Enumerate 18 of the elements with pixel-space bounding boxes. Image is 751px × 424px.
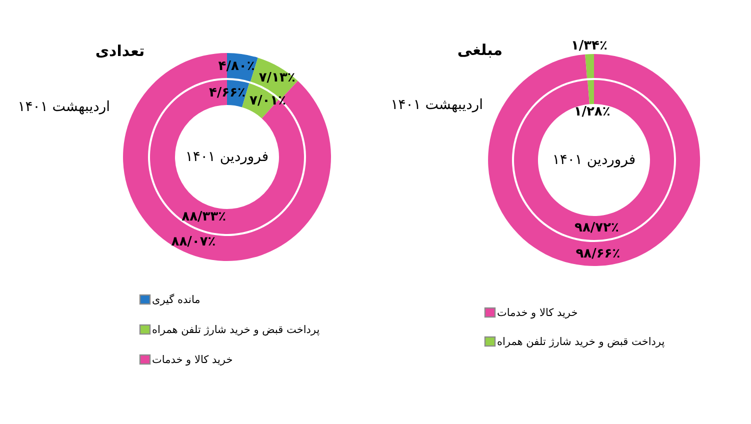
data-label: ۷/۱۳٪ [258,70,296,86]
data-label: ۹۸/۷۲٪ [574,220,620,236]
slice-label: فروردین ۱۴۰۱ [552,152,636,168]
chart-title: مبلغی [457,41,503,59]
data-label: ۱/۲۸٪ [574,104,610,120]
slice-label: اردیبهشت ۱۴۰۱ [390,97,483,113]
data-label: ۸۸/۰۷٪ [171,234,216,250]
legend-label: پرداخت قبض و خرید شارژ تلفن همراه [497,336,665,348]
legend-label: پرداخت قبض و خرید شارژ تلفن همراه [152,324,320,336]
chart-title: تعدادی [95,42,145,60]
legend-label: خرید کالا و خدمات [152,354,233,366]
legend-label: خرید کالا و خدمات [497,307,578,319]
data-label: ۹۸/۶۶٪ [576,246,620,262]
slice-label: اردیبهشت ۱۴۰۱ [18,99,110,115]
slice-label: فروردین ۱۴۰۱ [185,149,269,165]
data-label: ۱/۳۴٪ [570,38,608,54]
legend-label: مانده گیری [152,293,200,306]
data-label: ۸۸/۳۳٪ [182,210,226,225]
